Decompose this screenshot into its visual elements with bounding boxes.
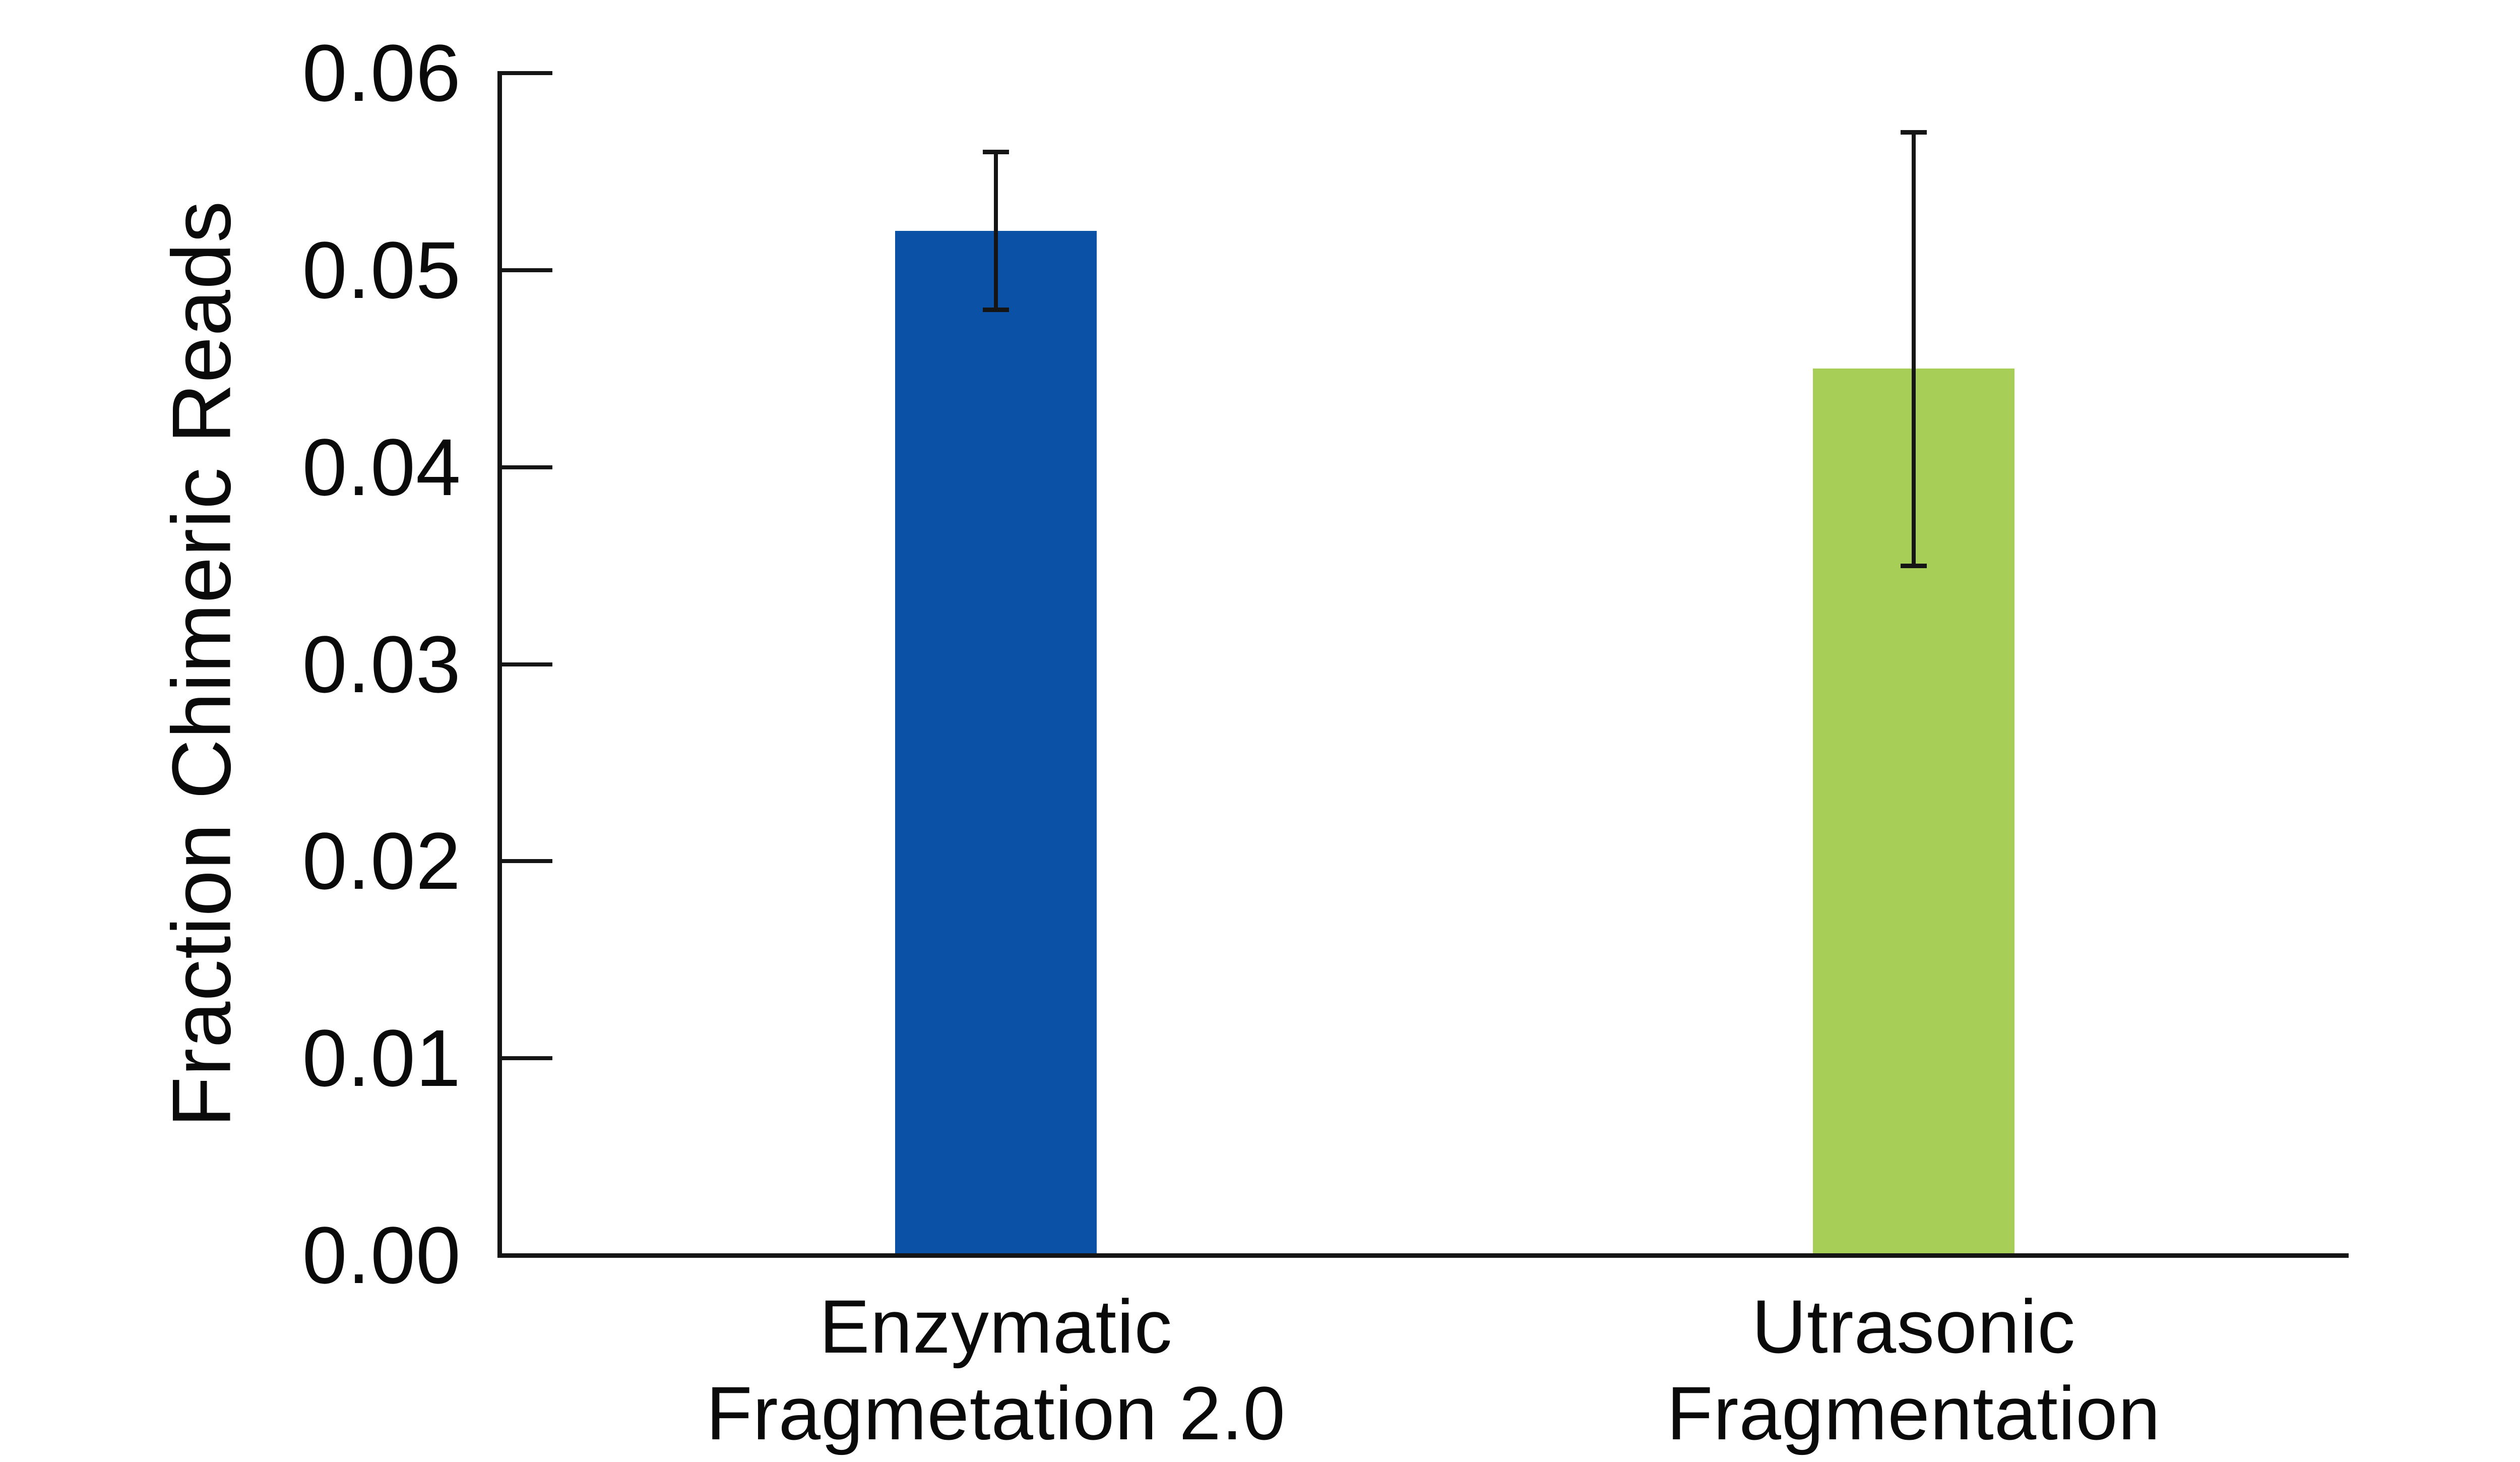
error-bar-cap [1901, 563, 1927, 568]
y-axis-line [497, 71, 502, 1258]
y-tick-label: 0.01 [302, 1013, 461, 1104]
x-category-label: Enzymatic Fragmetation 2.0 [568, 1283, 1424, 1456]
y-tick-label: 0.03 [302, 619, 461, 709]
y-tick-label: 0.00 [302, 1210, 461, 1300]
x-category-label-line: Enzymatic [819, 1284, 1173, 1369]
y-tick-label: 0.02 [302, 816, 461, 906]
x-category-label: Utrasonic Fragmentation [1485, 1283, 2342, 1456]
y-tick [502, 71, 552, 75]
x-category-label-line: Fragmentation [1666, 1371, 2161, 1455]
x-category-label-line: Utrasonic [1751, 1284, 2076, 1369]
y-tick-label: 0.04 [302, 421, 461, 512]
error-bar-cap [1901, 130, 1927, 135]
error-bar-line [1912, 132, 1916, 566]
error-bar-cap [983, 307, 1009, 312]
y-tick-label: 0.05 [302, 224, 461, 315]
y-tick-label: 0.06 [302, 28, 461, 118]
x-category-label-line: Fragmetation 2.0 [706, 1371, 1286, 1455]
error-bar-line [994, 152, 998, 310]
y-tick [502, 465, 552, 469]
y-tick [502, 662, 552, 666]
y-tick [502, 268, 552, 272]
bar [895, 230, 1097, 1255]
x-axis-line [497, 1253, 2349, 1258]
y-tick [502, 859, 552, 864]
error-bar-cap [983, 149, 1009, 154]
y-tick [502, 1056, 552, 1061]
